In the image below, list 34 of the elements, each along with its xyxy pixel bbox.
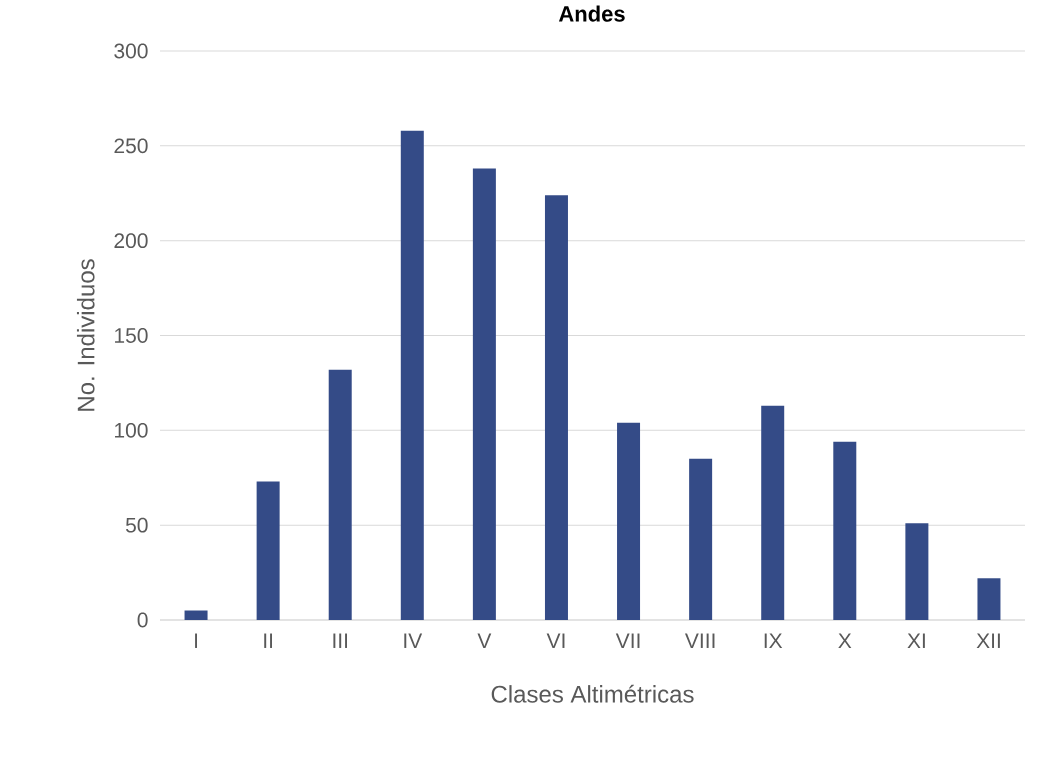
x-tick-label: IX xyxy=(764,633,783,648)
bar xyxy=(256,481,280,620)
bar xyxy=(472,168,496,620)
chart-title: Andes xyxy=(558,5,625,22)
x-tick-label: X xyxy=(838,633,852,648)
x-tick-label: II xyxy=(264,633,273,648)
x-tick-label: XI xyxy=(907,633,925,648)
y-tick-label: 0 xyxy=(137,612,148,628)
y-tick-label: 250 xyxy=(114,138,148,154)
bar xyxy=(833,441,857,620)
x-tick-label: VII xyxy=(615,633,640,648)
bar xyxy=(400,130,424,620)
x-tick-label: VI xyxy=(546,633,565,648)
y-tick-label: 300 xyxy=(114,43,148,59)
bar xyxy=(328,369,352,620)
bar xyxy=(689,458,713,620)
x-tick-label: VIII xyxy=(684,633,715,648)
bar xyxy=(977,578,1001,620)
x-axis-title: Clases Altimétricas xyxy=(491,684,694,703)
x-tick-label: XII xyxy=(976,633,1000,648)
y-tick-label: 50 xyxy=(125,517,148,533)
bar xyxy=(544,195,568,620)
x-tick-label: IV xyxy=(404,633,423,648)
x-tick-label: I xyxy=(195,633,198,648)
y-tick-label: 150 xyxy=(115,328,148,343)
y-axis-title: No. Individuos xyxy=(76,259,95,411)
x-tick-label: V xyxy=(477,633,492,648)
y-tick-label: 200 xyxy=(114,233,148,249)
bar xyxy=(184,610,208,620)
bar xyxy=(617,422,641,620)
bar xyxy=(905,523,929,620)
bar xyxy=(761,405,785,620)
x-tick-label: III xyxy=(333,633,348,648)
y-tick-label: 100 xyxy=(115,422,148,438)
